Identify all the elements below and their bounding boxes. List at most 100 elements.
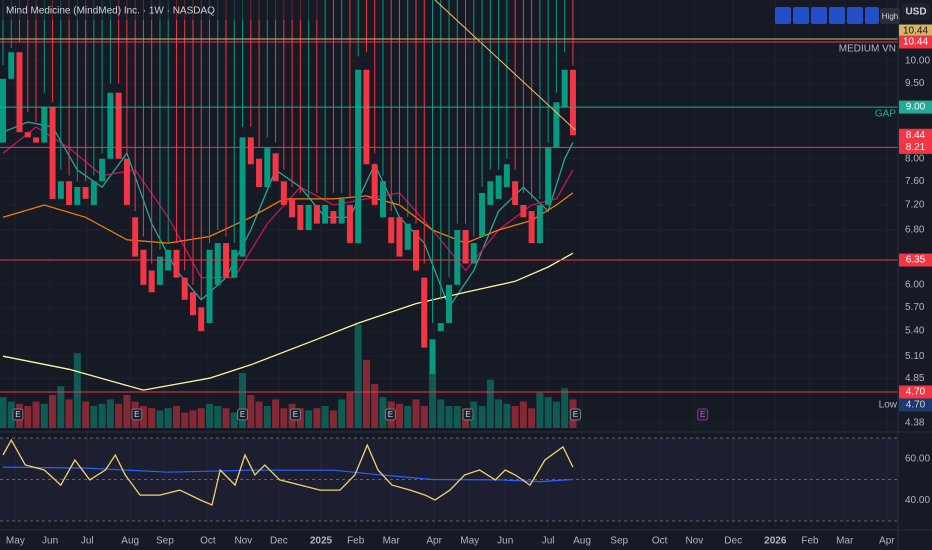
candle-body	[429, 339, 436, 374]
x-tick-label: May	[6, 536, 25, 547]
candle-body	[454, 230, 461, 285]
volume-bar	[156, 410, 164, 428]
tool-button[interactable]	[847, 7, 863, 24]
tool-button[interactable]	[775, 7, 791, 24]
candle-body	[33, 137, 40, 143]
volume-bar	[321, 406, 329, 428]
candle-body	[355, 69, 362, 244]
volume-bar	[420, 406, 428, 428]
grid	[0, 0, 898, 530]
candle-body	[214, 243, 221, 285]
volume-bar	[65, 399, 73, 428]
volume-bar	[536, 392, 544, 428]
y-tick-label: 8.00	[905, 153, 925, 164]
candle-body	[437, 323, 444, 332]
candle-body	[322, 204, 329, 224]
volume-bar	[255, 401, 263, 428]
candle-body	[173, 249, 180, 278]
volume-bar	[329, 410, 337, 428]
level-label: 6.35	[906, 255, 926, 266]
candle-body	[181, 277, 188, 300]
volume-bar	[528, 408, 536, 428]
rsi-tick-label: 60.00	[905, 453, 930, 464]
x-tick-label: Jul	[81, 536, 94, 547]
candle-body	[553, 102, 560, 148]
volume-bar	[495, 399, 503, 428]
y-tick-label: 4.38	[905, 418, 925, 429]
chart-title: Mind Medicine (MindMed) Inc. · 1W · NASD…	[6, 6, 215, 17]
x-tick-label: 2025	[310, 536, 333, 547]
x-tick-label: Feb	[347, 536, 365, 547]
x-tick-label: Apr	[426, 536, 442, 547]
earnings-label: E	[240, 410, 245, 419]
volume-bar	[412, 399, 420, 428]
x-tick-label: Sep	[156, 536, 174, 547]
volume-bar	[189, 410, 197, 428]
volume-bar	[164, 408, 172, 428]
last-price-box	[899, 128, 932, 142]
currency-box[interactable]	[902, 3, 930, 20]
volume-bar	[445, 406, 453, 428]
volume-bar	[214, 406, 222, 428]
x-tick-label: Jul	[542, 536, 555, 547]
candle-body	[520, 204, 527, 218]
tool-button[interactable]	[829, 7, 845, 24]
candle-body	[404, 223, 411, 250]
high-button[interactable]	[880, 8, 900, 24]
level-box	[899, 253, 932, 267]
volume-bar	[263, 406, 271, 428]
level-box	[899, 100, 932, 114]
volume-bar	[49, 395, 57, 428]
earnings-marker	[131, 408, 143, 421]
candle-body	[264, 147, 271, 188]
volume-bar	[222, 408, 230, 428]
volume-bar	[24, 406, 32, 428]
x-tick-label: Feb	[801, 536, 819, 547]
price-axis: 4.38 4.85 5.10 5.40 5.70 6.00 6.80 7.20 7.60 8.00…	[839, 24, 932, 506]
candle-body	[57, 181, 64, 199]
header-bg	[0, 0, 320, 20]
x-tick-label: Jun	[42, 536, 58, 547]
volume-bar	[0, 397, 7, 428]
volume-bar	[429, 370, 437, 428]
tool-button[interactable]	[793, 7, 809, 24]
last-price-label: 8.44	[906, 130, 926, 141]
y-tick-label: 6.00	[905, 280, 925, 291]
tool-button[interactable]	[811, 7, 827, 24]
candle-body	[239, 137, 246, 257]
volume-bar	[503, 403, 511, 428]
x-tick-label: Mar	[836, 536, 854, 547]
earnings-label: E	[465, 410, 470, 419]
low-box	[899, 398, 932, 412]
level-name: MEDIUM VN	[839, 44, 896, 55]
moving-average	[2, 192, 574, 244]
candle-body	[231, 249, 238, 278]
candle-body	[82, 187, 89, 199]
moving-average	[2, 252, 574, 391]
y-tick-label: 10.00	[905, 56, 930, 67]
x-tick-label: Mar	[383, 536, 401, 547]
candle-body	[24, 132, 31, 138]
candle-body	[536, 204, 543, 244]
level-box	[899, 24, 932, 38]
y-tick-label: 7.20	[905, 200, 925, 211]
y-tick-label: 5.10	[905, 351, 925, 362]
candle-body	[189, 292, 196, 316]
volume-bar	[82, 401, 90, 428]
rsi-line	[2, 438, 574, 506]
earnings-label: E	[700, 410, 705, 419]
candle-body	[413, 230, 419, 271]
y-tick-label: 7.60	[905, 176, 925, 187]
earnings-label: E	[293, 410, 298, 419]
candle-body	[140, 249, 147, 285]
volume-bar	[346, 392, 354, 428]
volume-bar	[437, 399, 445, 428]
level-label: 4.70	[906, 387, 926, 398]
candle-body	[545, 147, 552, 205]
volume-bar	[148, 408, 156, 428]
candle-body	[338, 198, 345, 224]
candle-body	[289, 198, 296, 218]
y-tick-label: 9.50	[905, 78, 925, 89]
tool-button[interactable]	[865, 7, 879, 24]
earnings-label: E	[134, 410, 139, 419]
